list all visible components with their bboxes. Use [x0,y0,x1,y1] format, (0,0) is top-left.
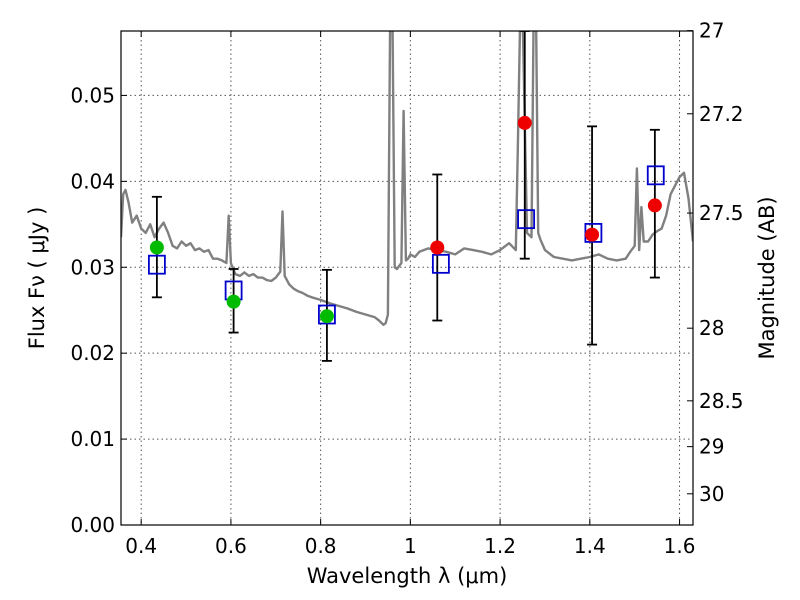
magnitude-tick-label: 27.5 [699,201,744,225]
x-tick-label: 1 [404,534,417,558]
y-axis: 0.00 0.01 0.02 0.03 0.04 0.05 [70,83,127,537]
model-photometry-square [646,165,665,186]
model-photometry-square [431,253,450,274]
observed_green-point [226,294,241,309]
magnitude-axis-label: Magnitude (AB) [755,196,779,359]
x-tick-label: 1.6 [664,534,696,558]
magnitude-tick-label: 30 [699,482,724,506]
observed_green-point [149,240,164,255]
x-tick-label: 0.4 [125,534,157,558]
y-tick-label: 0.00 [70,513,115,537]
model-photometry-square [517,209,536,230]
magnitude-tick-label: 28 [699,316,724,340]
x-tick-label: 0.8 [305,534,337,558]
y-tick-label: 0.01 [70,427,115,451]
magnitude-axis: 27 27.2 27.5 28 28.5 29 30 [687,19,744,506]
x-axis: 0.4 0.6 0.8 1 1.2 1.4 1.6 [125,31,695,558]
y-tick-label: 0.02 [70,341,115,365]
model-spectrum-line [121,31,693,326]
observed_red-point [647,198,662,213]
model-photometry-square [318,304,336,325]
observed_red-point [517,115,532,130]
y-tick-label: 0.04 [70,169,115,193]
magnitude-tick-label: 27 [699,19,724,43]
y-tick-label: 0.03 [70,255,115,279]
x-tick-label: 1.4 [574,534,606,558]
plot-frame [120,30,694,526]
observed_red-point [585,227,600,242]
x-tick-label: 1.2 [484,534,516,558]
x-axis-label: Wavelength λ (μm) [307,564,508,588]
model-photometry-square [147,254,166,275]
observed_red-point [430,240,445,255]
y-tick-label: 0.05 [70,83,115,107]
observed-points [149,115,662,324]
magnitude-tick-label: 27.2 [699,102,744,126]
magnitude-tick-label: 29 [699,435,724,459]
observed_green-point [319,309,334,324]
y-axis-label: Flux Fν ( μJy ) [25,207,49,350]
model-photometry-squares [147,165,665,325]
plot-area [121,31,693,362]
magnitude-tick-label: 28.5 [699,389,744,413]
model-spectrum [121,31,693,326]
x-tick-label: 0.6 [215,534,247,558]
